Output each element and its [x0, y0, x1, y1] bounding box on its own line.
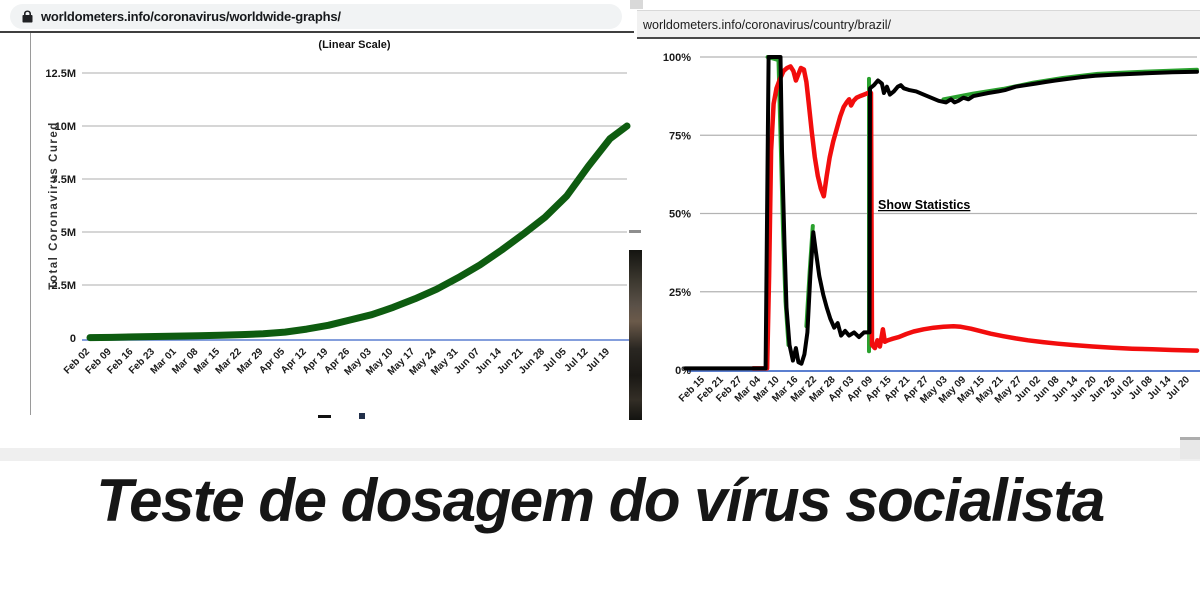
y-tick: 7.5M — [52, 174, 76, 186]
y-tick: 2.5M — [52, 280, 76, 292]
corner-fragment — [630, 0, 643, 9]
scrollbar-fragment[interactable] — [1180, 437, 1200, 459]
y-tick: 100% — [663, 52, 691, 64]
left-chrome-divider — [0, 31, 634, 33]
right-address-bar[interactable]: worldometers.info/coronavirus/country/br… — [637, 10, 1200, 38]
x-tick: Jul 19 — [584, 346, 612, 374]
y-tick: 50% — [669, 209, 691, 221]
left-address-bar[interactable]: worldometers.info/coronavirus/worldwide-… — [10, 4, 622, 29]
y-tick: 0 — [70, 333, 76, 345]
y-tick: 25% — [669, 287, 691, 299]
meme-headline: Teste de dosagem do vírus socialista — [96, 467, 1105, 534]
left-browser-chrome: worldometers.info/coronavirus/worldwide-… — [0, 0, 634, 31]
show-statistics-link[interactable]: Show Statistics — [878, 198, 970, 212]
left-page-border — [30, 33, 31, 415]
left-browser-screenshot: worldometers.info/coronavirus/worldwide-… — [0, 0, 634, 420]
left-url-text[interactable]: worldometers.info/coronavirus/worldwide-… — [41, 9, 341, 24]
right-urlbar-divider — [637, 37, 1200, 39]
y-tick: 5M — [61, 227, 76, 239]
y-axis-label: Total Coronavirus Cured — [48, 121, 60, 289]
lock-icon — [22, 10, 33, 23]
cropped-text-fragment — [318, 415, 331, 418]
y-tick: 10M — [55, 121, 76, 133]
y-tick: 75% — [669, 130, 691, 142]
background-band — [0, 448, 1200, 461]
chart-subtitle: (Linear Scale) — [318, 39, 390, 51]
gridline-fragment — [629, 230, 641, 233]
right-url-text[interactable]: worldometers.info/coronavirus/country/br… — [643, 17, 892, 32]
cropped-icon-fragment — [359, 413, 365, 419]
photo-strip-fragment — [629, 250, 642, 420]
y-tick: 12.5M — [45, 68, 76, 80]
cured-linear-chart: 12.5M 10M 7.5M 5M 2.5M 0 (Linear Scale) Total C… — [45, 39, 631, 378]
